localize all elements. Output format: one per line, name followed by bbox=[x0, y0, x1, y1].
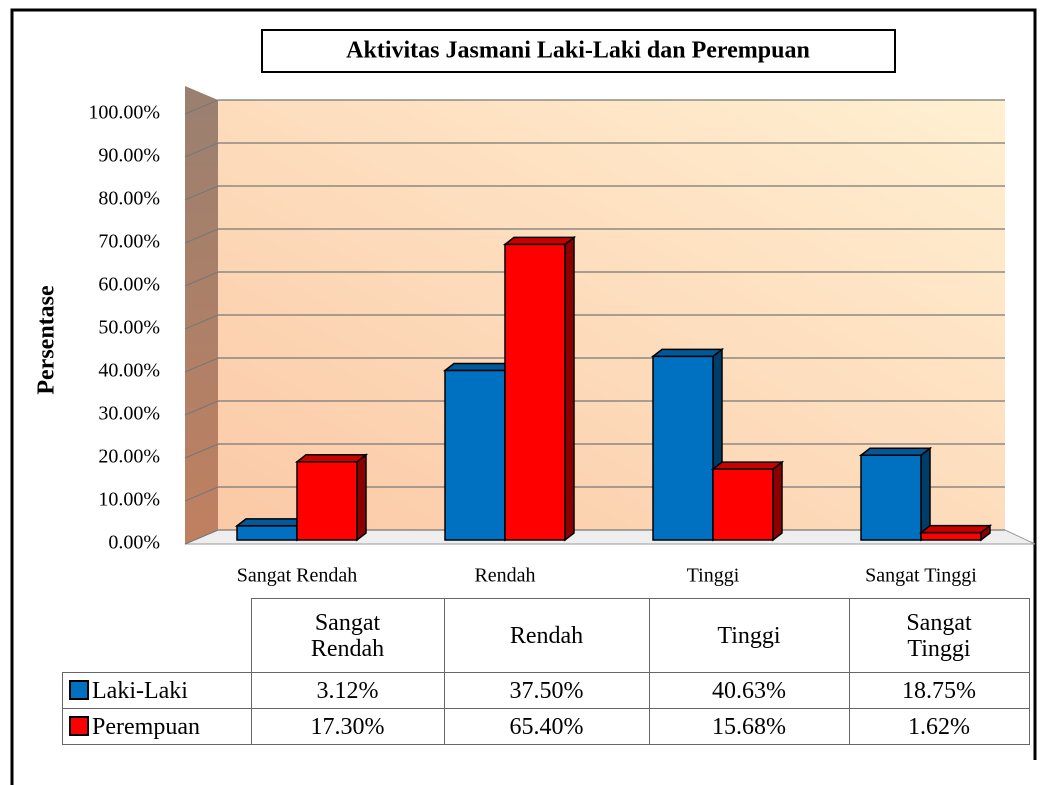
table-header: Rendah bbox=[443, 598, 650, 673]
y-tick-label: 70.00% bbox=[98, 231, 160, 253]
table-value: 3.12% bbox=[250, 672, 445, 709]
bar-side bbox=[564, 235, 575, 542]
bar bbox=[858, 446, 933, 542]
bar-front bbox=[444, 369, 506, 541]
y-tick-label: 80.00% bbox=[98, 188, 160, 210]
bar-front bbox=[296, 461, 358, 541]
table-row: Laki-Laki 3.12% 37.50% 40.63% 18.75% bbox=[62, 672, 1030, 709]
table-value: 1.62% bbox=[848, 708, 1030, 745]
grid-line-side bbox=[184, 529, 219, 545]
data-table: Sangat Rendah Rendah Tinggi Sangat Tinggi L… bbox=[62, 598, 1030, 745]
bar-top bbox=[918, 524, 993, 534]
table-header: Sangat Tinggi bbox=[848, 598, 1030, 673]
x-tick-label: Sangat Tinggi bbox=[865, 565, 977, 587]
y-tick-label: 100.00% bbox=[88, 102, 160, 124]
bar bbox=[442, 361, 517, 542]
x-tick-label: Rendah bbox=[474, 565, 535, 587]
bar-top bbox=[858, 447, 933, 456]
bar-front bbox=[652, 355, 714, 541]
bar bbox=[650, 347, 725, 542]
table-value: 18.75% bbox=[848, 672, 1030, 709]
x-tick-label: Tinggi bbox=[687, 565, 740, 587]
grid-line-side bbox=[184, 400, 219, 416]
frame bbox=[10, 8, 1037, 785]
grid-line-side bbox=[184, 314, 219, 330]
grid-line-side bbox=[184, 357, 219, 373]
y-tick-label: 30.00% bbox=[98, 403, 160, 425]
x-tick-label: Sangat Rendah bbox=[237, 565, 358, 587]
y-tick-label: 90.00% bbox=[98, 145, 160, 167]
grid-line-side bbox=[184, 443, 219, 459]
bar-top bbox=[710, 461, 785, 470]
table-header: Sangat Rendah bbox=[250, 598, 445, 673]
y-tick-label: 60.00% bbox=[98, 274, 160, 296]
y-tick-label: 40.00% bbox=[98, 360, 160, 382]
bar-front bbox=[504, 243, 566, 541]
bar-front bbox=[712, 468, 774, 541]
bar-top bbox=[442, 362, 517, 372]
legend-swatch bbox=[69, 679, 89, 700]
side-wall bbox=[185, 86, 218, 544]
grid-line-side bbox=[184, 99, 219, 115]
bar-front bbox=[236, 525, 298, 541]
blank-cell bbox=[62, 598, 252, 673]
bar bbox=[918, 524, 993, 542]
bar bbox=[502, 235, 577, 542]
legend-cell: Laki-Laki bbox=[62, 672, 252, 709]
bar-side bbox=[772, 460, 783, 542]
legend-label: Laki-Laki bbox=[92, 677, 188, 704]
legend-cell: Perempuan bbox=[62, 708, 252, 745]
bar-top bbox=[294, 454, 369, 463]
grid-line-side bbox=[184, 486, 219, 502]
grid-line-side bbox=[184, 271, 219, 287]
bar bbox=[234, 517, 309, 542]
table-value: 17.30% bbox=[250, 708, 445, 745]
y-tick-label: 20.00% bbox=[98, 446, 160, 468]
y-tick-label: 50.00% bbox=[98, 317, 160, 339]
bar-side bbox=[356, 453, 367, 542]
bar bbox=[710, 460, 785, 542]
table-header: Tinggi bbox=[648, 598, 850, 673]
y-tick-label: 0.00% bbox=[108, 532, 160, 554]
bar-front bbox=[920, 531, 982, 541]
title-box bbox=[261, 29, 896, 73]
y-tick-label: 10.00% bbox=[98, 489, 160, 511]
legend-label: Perempuan bbox=[92, 713, 200, 740]
bar-front bbox=[860, 454, 922, 541]
bar-top bbox=[234, 518, 309, 527]
grid-line-side bbox=[184, 185, 219, 201]
table-row: Perempuan 17.30% 65.40% 15.68% 1.62% bbox=[62, 708, 1030, 745]
table-value: 15.68% bbox=[648, 708, 850, 745]
table-value: 40.63% bbox=[648, 672, 850, 709]
table-value: 65.40% bbox=[443, 708, 650, 745]
bar-top bbox=[650, 348, 725, 358]
legend-swatch bbox=[69, 715, 89, 736]
grid-line-side bbox=[184, 228, 219, 244]
bar-top bbox=[502, 236, 577, 246]
chart-title: Aktivitas Jasmani Laki-Laki dan Perempua… bbox=[346, 38, 810, 64]
grid-line-side bbox=[184, 142, 219, 158]
bar bbox=[294, 453, 369, 542]
y-axis-label: Persentase bbox=[34, 285, 60, 395]
table-value: 37.50% bbox=[443, 672, 650, 709]
